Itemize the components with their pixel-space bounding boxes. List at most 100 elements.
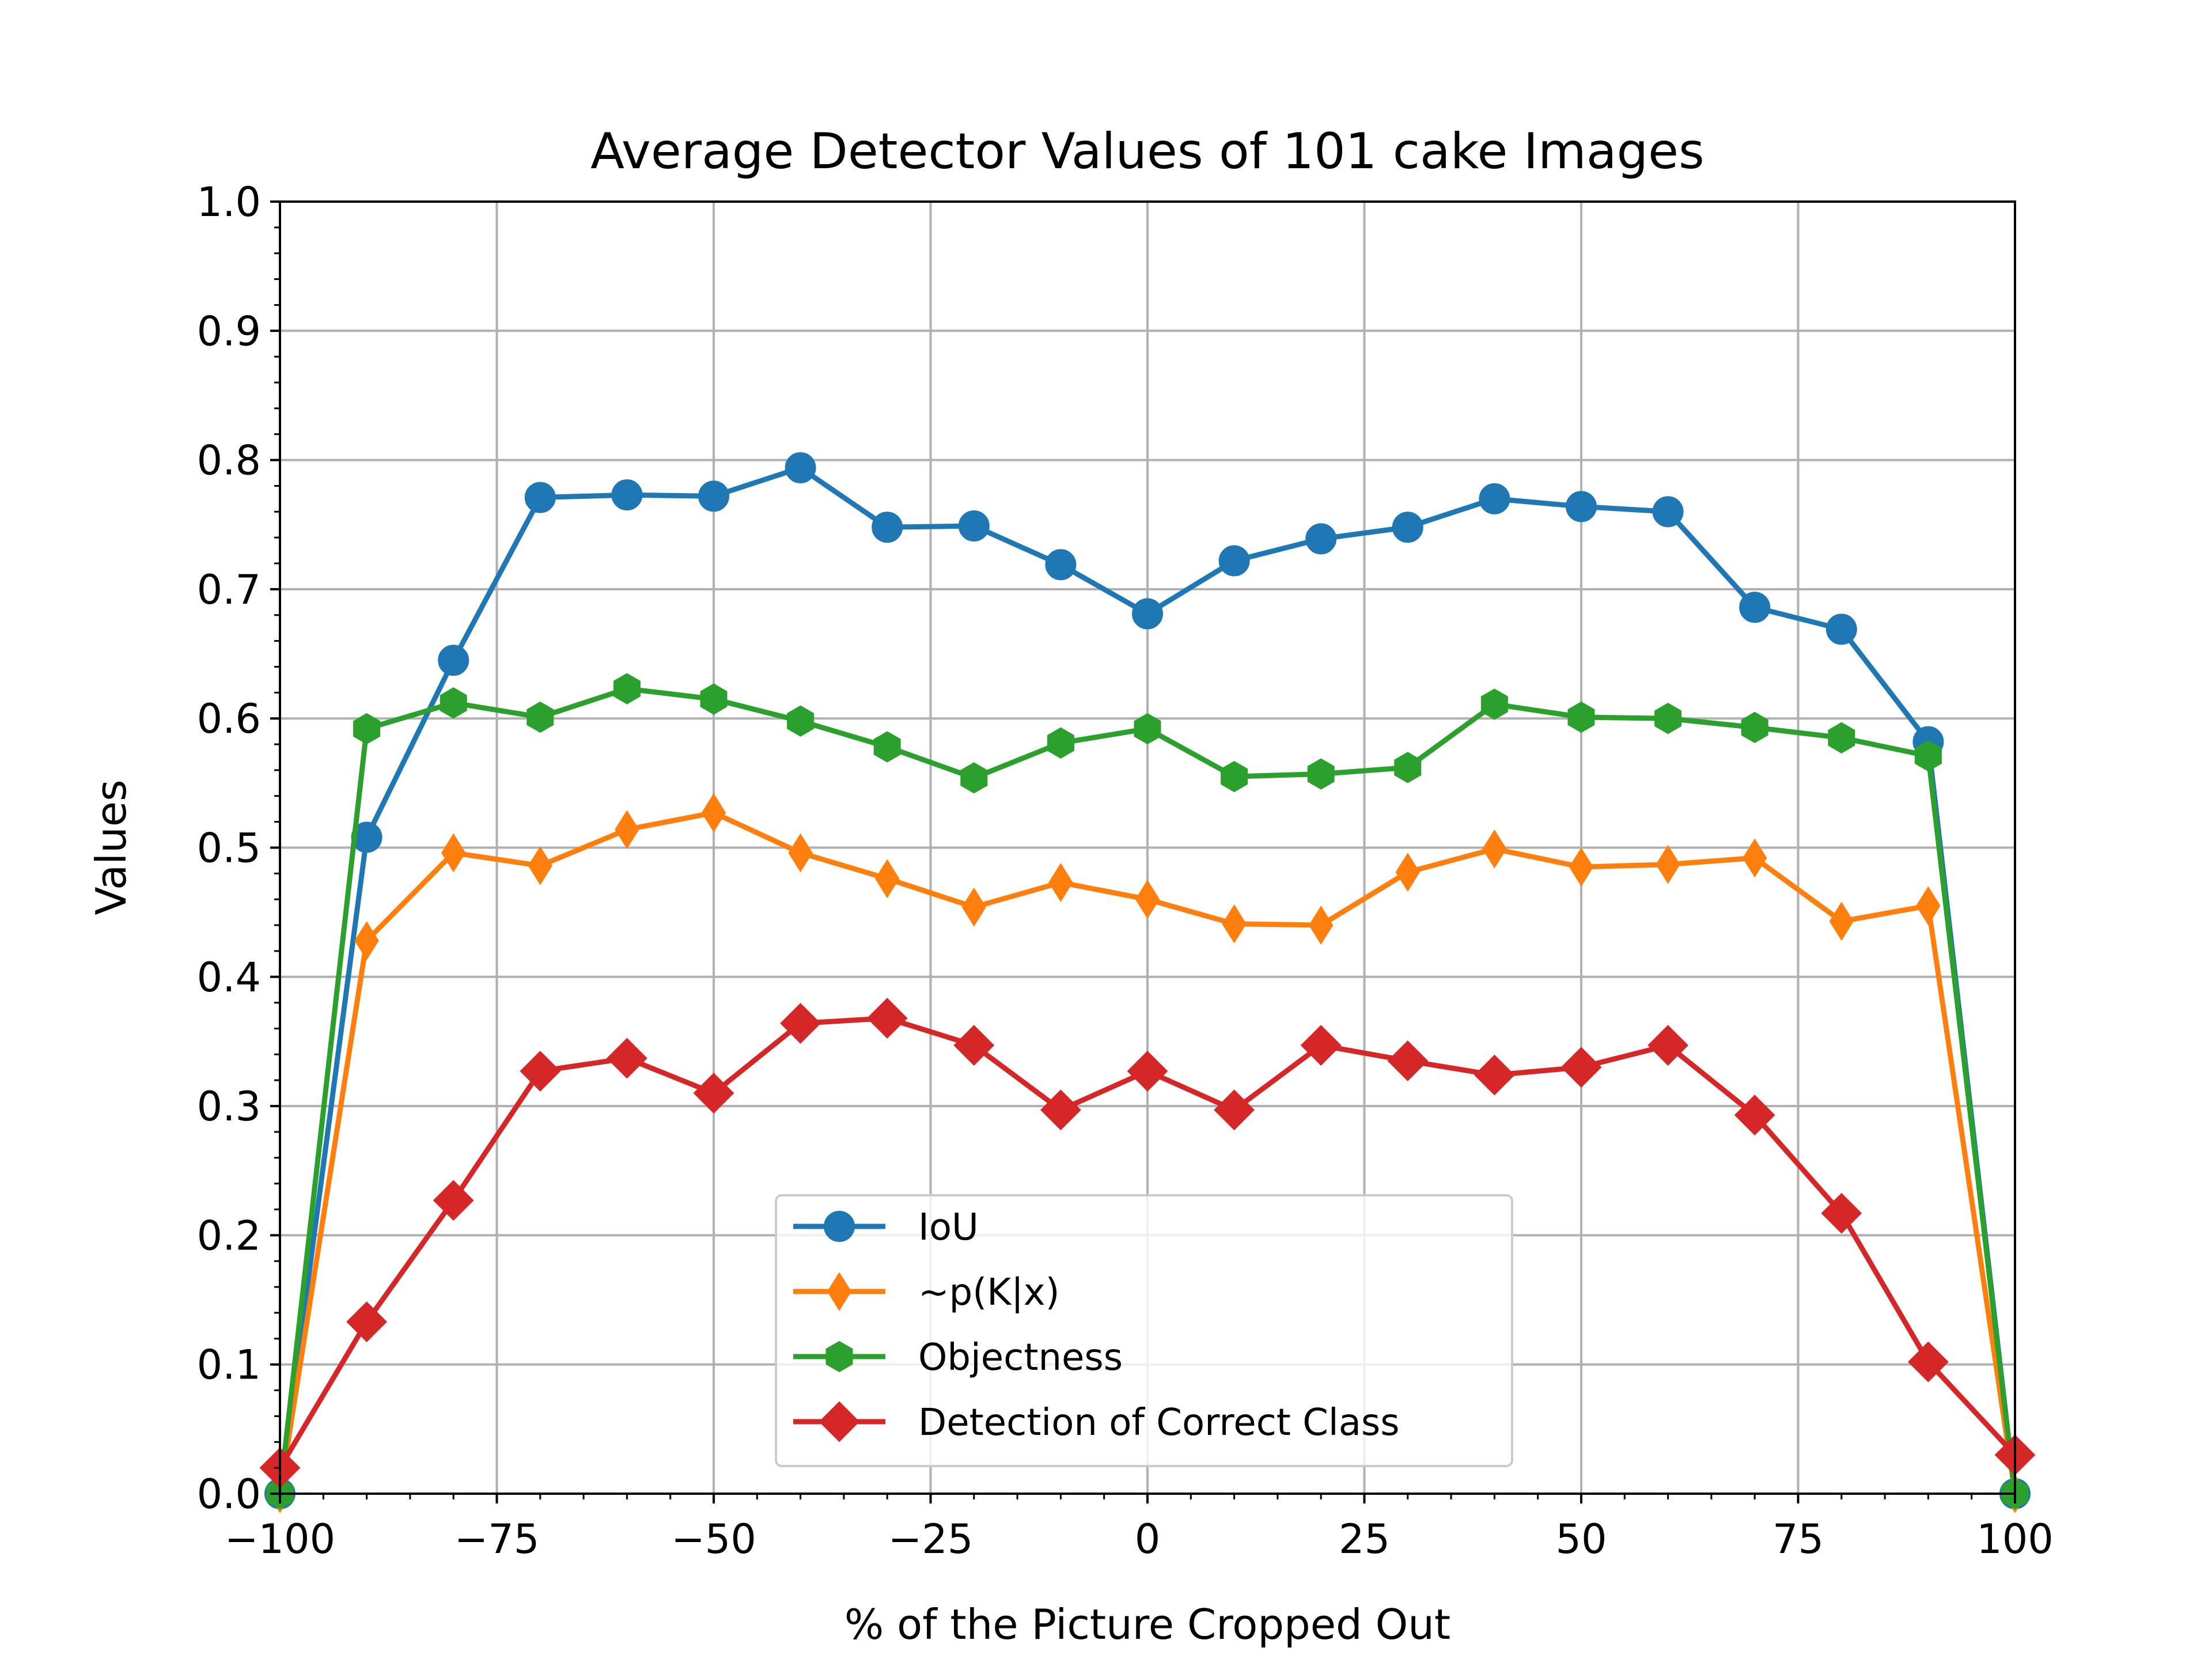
x-tick-label: 25 [1339,1516,1390,1563]
data-point [520,1051,561,1092]
series-1 [267,793,2028,1513]
legend-label: Detection of Correct Class [918,1402,1400,1444]
data-point [1825,613,1857,645]
data-point [1395,853,1420,892]
x-tick-label: −75 [454,1516,540,1563]
data-point [1214,1089,1255,1131]
data-point [1309,906,1334,945]
data-point [353,713,381,745]
legend-label: ~p(K|x) [918,1271,1060,1314]
x-tick-label: 100 [1976,1516,2054,1563]
data-point [1907,1341,1949,1382]
data-point [1569,847,1594,887]
legend: IoU ~p(K|x) Objectness Detection of Correct… [775,1194,1513,1467]
data-point [1134,713,1161,745]
data-point [346,1301,388,1343]
chart-title: Average Detector Values of 101 cake Imag… [590,123,1705,180]
legend-item: ~p(K|x) [793,1271,1060,1314]
data-point [1739,592,1771,623]
x-tick-label: −100 [225,1516,335,1563]
data-point [615,810,639,849]
data-point [953,1025,995,1066]
data-point [1741,711,1768,744]
data-point [701,793,726,832]
data-point [1482,829,1507,869]
data-point [1305,523,1337,555]
data-point [1656,844,1680,884]
data-point [700,683,728,715]
legend-label: IoU [918,1206,979,1249]
data-point [1394,752,1422,783]
data-point [1048,863,1073,902]
data-point [1127,1051,1168,1092]
data-point [1300,1025,1342,1066]
y-tick-label: 0.0 [197,1471,261,1518]
data-point [433,1180,474,1221]
data-point [1132,598,1163,630]
y-tick-label: 0.4 [197,954,261,1001]
data-point [1560,1047,1602,1088]
y-tick-label: 0.3 [197,1083,261,1130]
data-point [1474,1054,1515,1096]
data-point [1480,688,1508,720]
data-point [354,921,379,960]
data-point [606,1037,647,1079]
data-point [1916,886,1941,926]
y-tick-label: 0.6 [197,695,261,743]
x-tick-label: 75 [1772,1516,1824,1563]
data-point [1652,496,1684,528]
data-point [1914,740,1942,772]
data-point [1654,703,1682,734]
legend-marker [825,1340,853,1373]
data-point [1222,904,1247,944]
y-tick-label: 0.5 [197,825,261,872]
data-point [528,846,552,885]
legend-item: Objectness [793,1336,1123,1379]
data-point [1821,1192,1862,1234]
legend-label: Objectness [918,1336,1123,1379]
data-point [1135,880,1160,919]
x-tick-label: 0 [1135,1516,1161,1563]
legend-item: IoU [793,1206,979,1249]
data-point [524,482,556,513]
data-point [1221,760,1248,793]
data-point [780,1003,821,1044]
y-tick-label: 0.2 [197,1212,261,1259]
data-point [527,701,554,733]
data-point [1392,512,1423,543]
data-point [1743,838,1767,878]
x-tick-label: −50 [671,1516,756,1563]
data-point [787,705,815,737]
data-point [440,687,467,719]
data-point [611,479,643,511]
x-tick-label: −25 [888,1516,974,1563]
x-axis-title: % of the Picture Cropped Out [844,1600,1450,1649]
data-point [875,859,900,899]
y-axis-title: Values [87,779,135,915]
data-point [788,833,813,873]
legend-marker [824,1211,855,1242]
data-point [351,821,382,853]
data-point [613,673,641,704]
data-point [866,998,908,1039]
data-point [1218,545,1250,577]
data-point [441,833,466,873]
y-tick-label: 0.8 [197,437,261,484]
legend-marker [827,1272,852,1311]
data-point [693,1073,734,1114]
y-tick-label: 1.0 [197,179,261,226]
series-0 [264,452,2031,1509]
data-point [961,887,986,927]
data-point [438,645,469,676]
data-point [1307,758,1335,790]
legend-item: Detection of Correct Class [793,1401,1400,1444]
data-point [785,452,816,484]
series-layer [259,452,2036,1513]
legend-marker [819,1401,860,1442]
data-point [698,480,729,512]
data-point [1734,1094,1775,1136]
y-tick-label: 0.7 [197,566,261,613]
legend-box [775,1194,1513,1467]
